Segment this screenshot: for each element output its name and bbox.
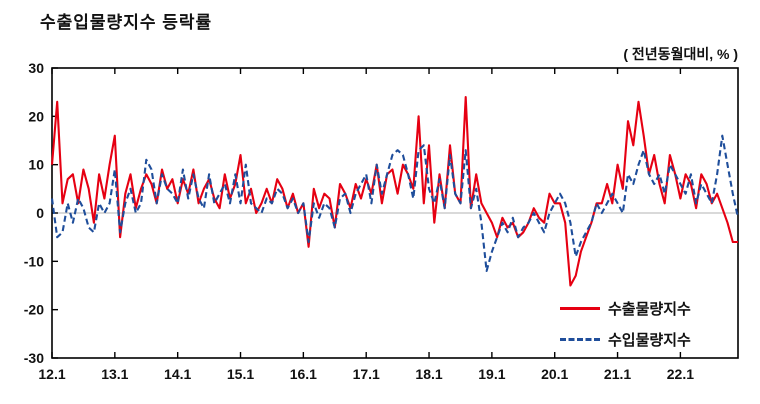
y-tick-label: 0	[36, 205, 44, 221]
import-series-line	[50, 134, 740, 273]
legend-label-import: 수입물량지수	[608, 332, 691, 349]
y-tick-label: 20	[28, 108, 44, 124]
unit-note: ( 전년동월대비, % )	[623, 46, 738, 62]
y-tick-label: -30	[24, 350, 44, 366]
y-tick-label: -10	[24, 253, 44, 269]
chart-legend: 수출물량지수 수입물량지수	[560, 298, 691, 350]
x-tick-label: 22.1	[667, 366, 694, 382]
import-line-sample-icon	[560, 338, 600, 341]
legend-item-import: 수입물량지수	[560, 329, 691, 350]
x-tick-label: 16.1	[290, 366, 317, 382]
x-tick-label: 18.1	[415, 366, 442, 382]
x-tick-label: 20.1	[541, 366, 568, 382]
chart-title: 수출입물량지수 등락률	[40, 13, 213, 32]
y-tick-label: -20	[24, 302, 44, 318]
x-tick-label: 12.1	[38, 366, 65, 382]
x-tick-label: 14.1	[164, 366, 191, 382]
x-tick-label: 15.1	[227, 366, 254, 382]
legend-item-export: 수출물량지수	[560, 298, 691, 319]
export-line-sample-icon	[560, 307, 600, 310]
y-tick-label: 30	[28, 60, 44, 76]
export-series-line	[50, 95, 738, 287]
x-tick-label: 19.1	[478, 366, 505, 382]
x-tick-label: 17.1	[353, 366, 380, 382]
x-tick-label: 13.1	[101, 366, 128, 382]
legend-label-export: 수출물량지수	[608, 301, 691, 318]
y-tick-label: 10	[28, 157, 44, 173]
x-tick-label: 21.1	[604, 366, 631, 382]
